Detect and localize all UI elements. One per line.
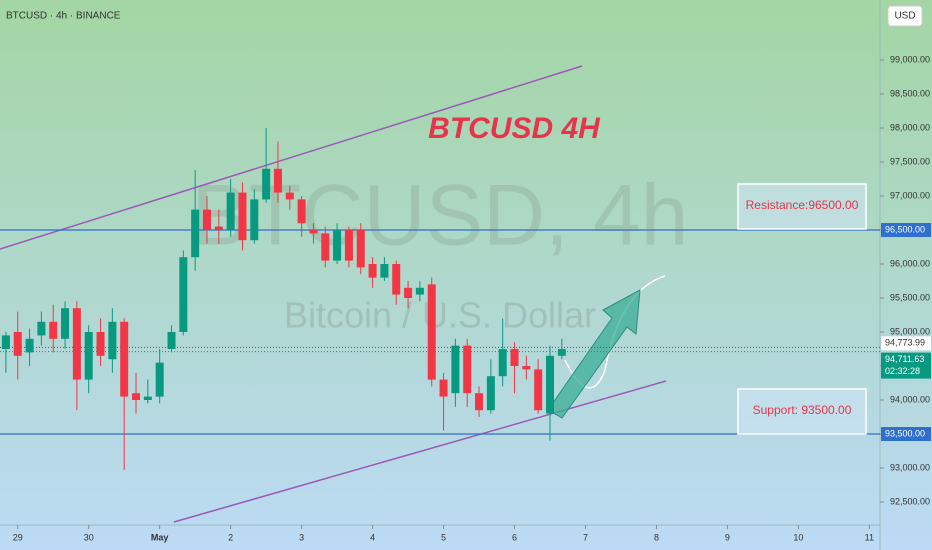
candle-body — [344, 229, 353, 261]
symbol-header: BTCUSD · 4h · BINANCE — [6, 11, 121, 22]
channel-line — [0, 65, 583, 250]
y-tick-label: 94,000.00 — [890, 394, 930, 404]
candle-body — [427, 284, 436, 380]
candle-body — [522, 366, 531, 370]
candle-body — [273, 168, 282, 193]
candle-body — [486, 376, 495, 411]
candle-body — [392, 263, 401, 295]
candle-body — [61, 308, 70, 339]
candle-body — [415, 287, 424, 295]
candle-body — [25, 338, 34, 353]
y-tick-label: 98,000.00 — [890, 122, 930, 132]
y-tick-label: 95,500.00 — [890, 292, 930, 302]
x-tick-label: 10 — [793, 532, 803, 542]
y-tick-label: 98,500.00 — [890, 88, 930, 98]
y-tick-label: 97,000.00 — [890, 190, 930, 200]
candle-body — [108, 321, 117, 360]
candle-body — [143, 396, 152, 401]
candle-body — [333, 229, 342, 261]
candle-body — [297, 199, 306, 224]
y-tick-label: 93,000.00 — [890, 462, 930, 472]
level-tag — [881, 427, 931, 442]
candle-body — [250, 199, 259, 241]
candle-body — [49, 321, 58, 339]
level-box — [737, 183, 867, 230]
level-box — [737, 388, 867, 435]
channel-line — [173, 380, 667, 523]
candle-body — [309, 229, 318, 234]
candle-body — [285, 192, 294, 200]
y-tick-label: 95,000.00 — [890, 326, 930, 336]
x-tick-label: 11 — [865, 532, 874, 542]
y-tick-label: 99,000.00 — [890, 54, 930, 64]
level-tag-label: 93,500.00 — [885, 428, 925, 438]
candle-body — [557, 349, 566, 356]
candle-body — [356, 229, 365, 268]
candle-body — [380, 263, 389, 278]
x-tick-label: 3 — [299, 532, 304, 542]
candle-body — [534, 369, 543, 411]
price-tag — [881, 336, 931, 351]
candle-body — [155, 362, 164, 397]
price-tag-label: 94,711.63 — [885, 354, 924, 364]
x-tick-label: 8 — [654, 532, 659, 542]
candle-body — [13, 332, 22, 356]
candle-body — [226, 192, 235, 230]
candle-body — [463, 345, 472, 394]
candle-body — [510, 349, 519, 367]
y-tick-label: 92,500.00 — [890, 496, 930, 506]
x-tick-label: 30 — [84, 532, 94, 542]
candle-body — [72, 308, 81, 380]
candle-body — [120, 321, 129, 397]
candle-body — [96, 332, 105, 356]
level-box-label: Resistance:96500.00 — [746, 198, 859, 212]
y-tick-label: 97,500.00 — [890, 156, 930, 166]
price-tag-label: 94,773.99 — [885, 338, 925, 348]
level-tag-label: 96,500.00 — [885, 224, 925, 234]
x-tick-label: 2 — [228, 532, 233, 542]
candle-body — [132, 393, 141, 401]
candle-body — [321, 233, 330, 261]
price-tag — [881, 352, 931, 379]
candle-body — [37, 321, 46, 336]
candle-body — [238, 192, 247, 241]
chart-title: BTCUSD 4H — [428, 112, 601, 145]
x-tick-label: May — [151, 532, 169, 542]
candle-body — [262, 168, 271, 200]
candle-body — [167, 332, 176, 350]
x-tick-label: 5 — [441, 532, 446, 542]
candle-body — [191, 209, 200, 258]
x-tick-label: 7 — [583, 532, 588, 542]
x-tick-label: 4 — [370, 532, 375, 542]
candle-body — [1, 335, 10, 350]
candle-body — [498, 349, 507, 377]
candle-body — [84, 332, 93, 380]
currency-button[interactable] — [887, 5, 923, 27]
level-box-label: Support: 93500.00 — [753, 403, 852, 417]
candle-body — [202, 209, 211, 230]
candle-body — [179, 257, 188, 333]
currency-label[interactable]: USD — [894, 11, 915, 22]
x-tick-label: 6 — [512, 532, 517, 542]
candle-body — [439, 379, 448, 397]
candle-body — [368, 263, 377, 278]
candle-body — [404, 287, 413, 298]
candle-body — [546, 355, 554, 414]
watermark-subtitle: Bitcoin / U.S. Dollar — [284, 295, 596, 336]
level-tag — [881, 222, 931, 237]
projection-arrow — [547, 289, 641, 419]
countdown: 02:32:28 — [885, 366, 920, 376]
candle-body — [475, 393, 484, 411]
candle-body — [451, 345, 460, 394]
y-tick-label: 96,000.00 — [890, 258, 930, 268]
x-tick-label: 29 — [13, 532, 23, 542]
candle-body — [214, 226, 223, 230]
x-tick-label: 9 — [725, 532, 730, 542]
